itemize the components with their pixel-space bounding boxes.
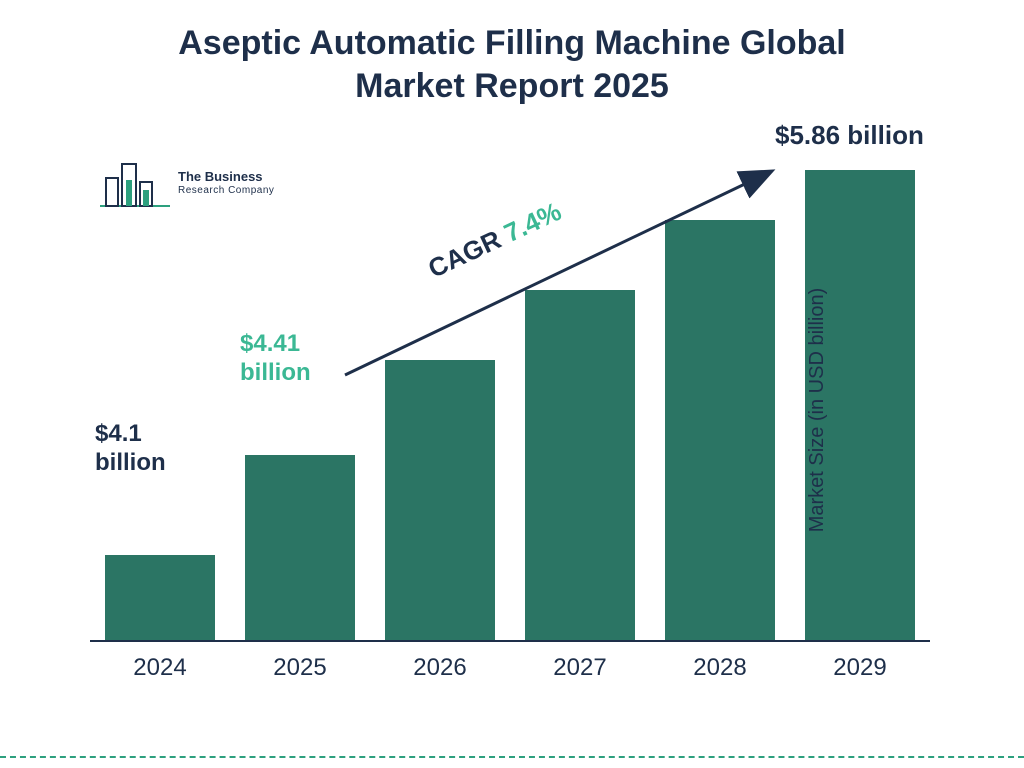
x-axis-label: 2026 [375,654,505,682]
x-axis-line [90,640,930,642]
value-label: $5.86 billion [775,120,924,151]
chart-title: Aseptic Automatic Filling Machine Global… [0,22,1024,107]
x-axis-label: 2027 [515,654,645,682]
bar-wrap [375,360,505,640]
value-label: $4.1billion [95,420,166,478]
x-axis-label: 2024 [95,654,225,682]
bar [525,290,635,640]
x-axis-label: 2029 [795,654,925,682]
y-axis-title: Market Size (in USD billion) [806,288,829,533]
bottom-divider [0,756,1024,758]
bar [385,360,495,640]
bar-wrap [655,220,785,640]
chart-area: 2024 2025 2026 2027 2028 2029 Market Size (in… [90,130,930,690]
title-line2: Market Report 2025 [355,67,669,105]
bar [105,555,215,640]
x-axis-label: 2025 [235,654,365,682]
bar-wrap [235,455,365,640]
bar-wrap [95,555,225,640]
value-label: $4.41billion [240,330,311,388]
x-axis-labels: 2024 2025 2026 2027 2028 2029 [90,654,930,682]
bar [665,220,775,640]
bar [245,455,355,640]
bar-wrap [515,290,645,640]
title-line1: Aseptic Automatic Filling Machine Global [178,24,845,62]
x-axis-label: 2028 [655,654,785,682]
